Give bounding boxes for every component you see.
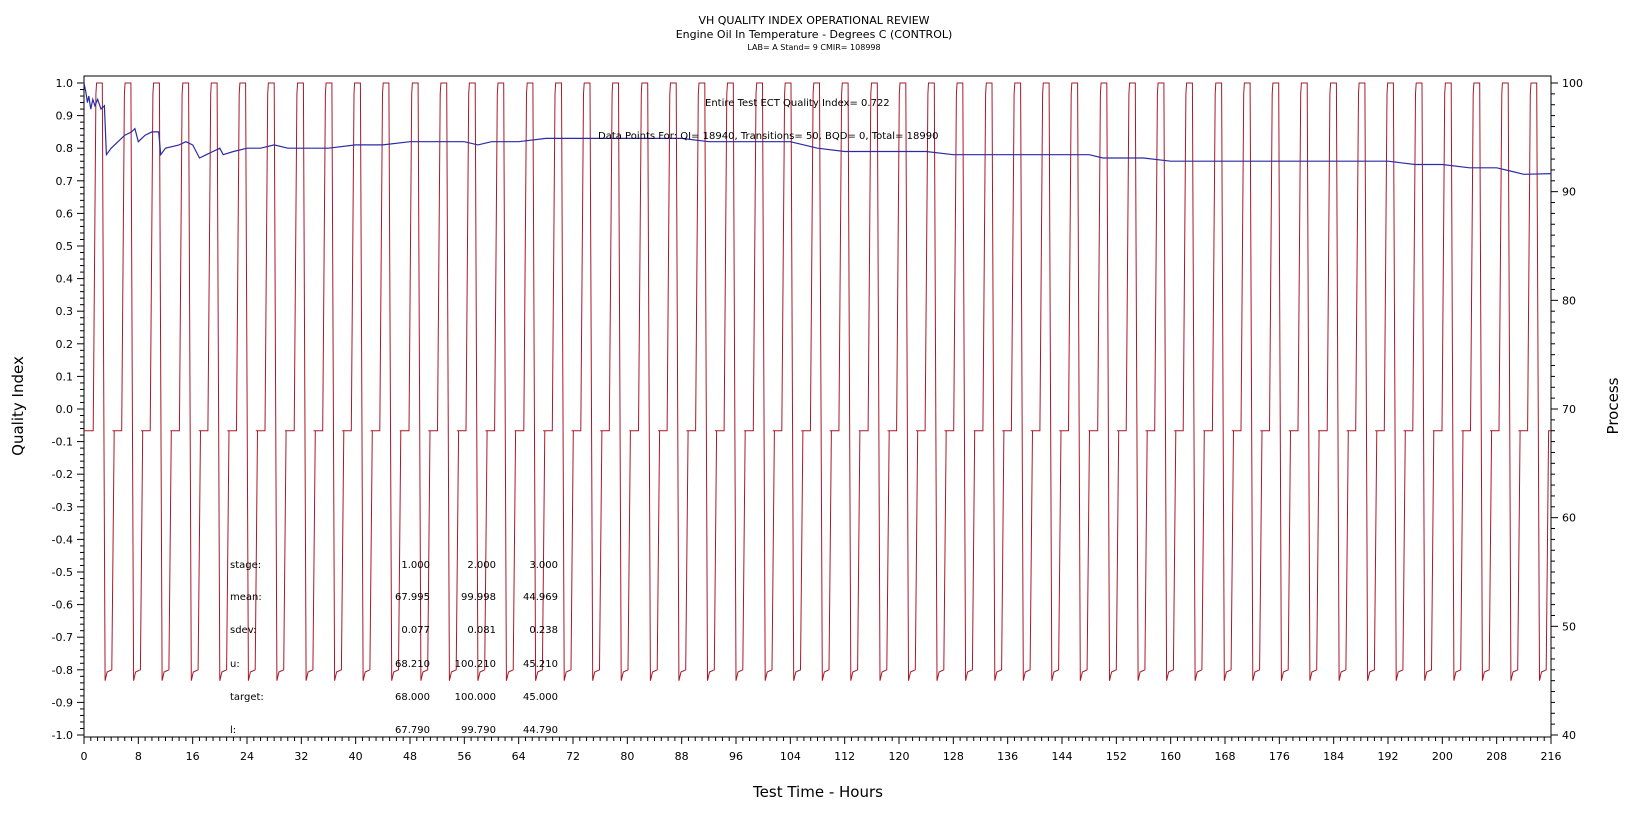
stats-cell: 0.081 [467, 625, 496, 636]
y-tick-label: -0.3 [52, 501, 73, 514]
y-tick-label: 0.9 [56, 110, 74, 123]
y-tick-label: 0.4 [56, 273, 74, 286]
y-tick-label: -1.0 [52, 729, 73, 742]
y-tick-label: -0.6 [52, 599, 73, 612]
y-tick-label: -0.8 [52, 664, 73, 677]
y2-tick-label: 70 [1562, 403, 1576, 416]
stats-cell: 68.000 [395, 692, 430, 703]
x-tick-label: 144 [1052, 750, 1073, 763]
x-tick-label: 184 [1323, 750, 1344, 763]
y2-tick-label: 90 [1562, 186, 1576, 199]
x-tick-label: 0 [81, 750, 88, 763]
y-tick-label: -0.9 [52, 696, 73, 709]
stats-cell: 67.790 [395, 725, 430, 736]
stats-cell: 100.000 [455, 692, 496, 703]
x-tick-label: 64 [512, 750, 526, 763]
stats-row-label: stage: [230, 560, 261, 571]
y2-tick-label: 100 [1562, 77, 1583, 90]
y2-tick-label: 50 [1562, 620, 1576, 633]
x-tick-label: 160 [1160, 750, 1181, 763]
y-tick-label: 1.0 [56, 77, 74, 90]
process-temperature-line [84, 82, 1551, 681]
stats-cell: 99.998 [461, 592, 496, 603]
stats-row-label: l: [230, 725, 236, 736]
x-tick-label: 152 [1106, 750, 1127, 763]
x-tick-label: 80 [620, 750, 634, 763]
x-tick-label: 200 [1432, 750, 1453, 763]
y-tick-label: -0.4 [52, 533, 73, 546]
y-tick-label: 0.0 [56, 403, 74, 416]
x-tick-label: 120 [889, 750, 910, 763]
stats-cell: 0.077 [401, 625, 430, 636]
stats-cell: 1.000 [401, 560, 430, 571]
x-tick-label: 176 [1269, 750, 1290, 763]
x-tick-label: 96 [729, 750, 743, 763]
x-tick-label: 104 [780, 750, 801, 763]
x-tick-label: 72 [566, 750, 580, 763]
x-tick-label: 112 [834, 750, 855, 763]
x-tick-label: 216 [1541, 750, 1562, 763]
y-tick-label: 0.2 [56, 338, 74, 351]
x-tick-label: 192 [1378, 750, 1399, 763]
x-tick-label: 128 [943, 750, 964, 763]
stats-cell: 67.995 [395, 592, 430, 603]
y2-tick-label: 80 [1562, 294, 1576, 307]
y2-axis-title: Process [1604, 377, 1622, 434]
quality-index-annotation: Entire Test ECT Quality Index= 0.722 [705, 98, 890, 109]
x-tick-label: 88 [675, 750, 689, 763]
x-tick-label: 32 [294, 750, 308, 763]
chart-subtitle: Engine Oil In Temperature - Degrees C (C… [676, 28, 953, 41]
stats-cell: 45.210 [523, 659, 558, 670]
y-tick-label: 0.1 [56, 370, 74, 383]
y2-tick-label: 40 [1562, 729, 1576, 742]
y-tick-label: 0.3 [56, 305, 74, 318]
y-tick-label: -0.1 [52, 436, 73, 449]
y-axis-title: Quality Index [9, 356, 27, 456]
y-tick-label: -0.7 [52, 631, 73, 644]
x-tick-label: 208 [1486, 750, 1507, 763]
stats-cell: 44.969 [523, 592, 558, 603]
y-tick-label: 0.8 [56, 142, 74, 155]
chart-title: VH QUALITY INDEX OPERATIONAL REVIEW [698, 14, 929, 27]
x-tick-label: 48 [403, 750, 417, 763]
stats-row-label: target: [230, 692, 264, 703]
chart-lab-info: LAB= A Stand= 9 CMIR= 108998 [747, 43, 880, 52]
x-tick-label: 56 [457, 750, 471, 763]
data-points-annotation: Data Points For: QI= 18940, Transitions=… [598, 131, 938, 142]
x-tick-label: 16 [186, 750, 200, 763]
y2-tick-label: 60 [1562, 512, 1576, 525]
x-tick-label: 40 [349, 750, 363, 763]
x-tick-label: 136 [997, 750, 1018, 763]
stats-cell: 0.238 [529, 625, 558, 636]
stats-row-label: sdev: [230, 625, 256, 636]
y-tick-label: -0.5 [52, 566, 73, 579]
stats-row-label: u: [230, 659, 240, 670]
y-tick-label: 0.7 [56, 175, 74, 188]
stats-cell: 45.000 [523, 692, 558, 703]
y-tick-label: -0.2 [52, 468, 73, 481]
y-tick-label: 0.5 [56, 240, 74, 253]
stats-row-label: mean: [230, 592, 262, 603]
stats-cell: 2.000 [467, 560, 496, 571]
quality-index-line [83, 82, 1552, 175]
stats-cell: 44.790 [523, 725, 558, 736]
x-tick-label: 24 [240, 750, 254, 763]
stats-cell: 3.000 [529, 560, 558, 571]
y-tick-label: 0.6 [56, 207, 74, 220]
x-axis-title: Test Time - Hours [752, 783, 883, 801]
stats-cell: 68.210 [395, 659, 430, 670]
stats-cell: 99.790 [461, 725, 496, 736]
x-tick-label: 8 [135, 750, 142, 763]
stats-cell: 100.210 [455, 659, 496, 670]
x-tick-label: 168 [1215, 750, 1236, 763]
